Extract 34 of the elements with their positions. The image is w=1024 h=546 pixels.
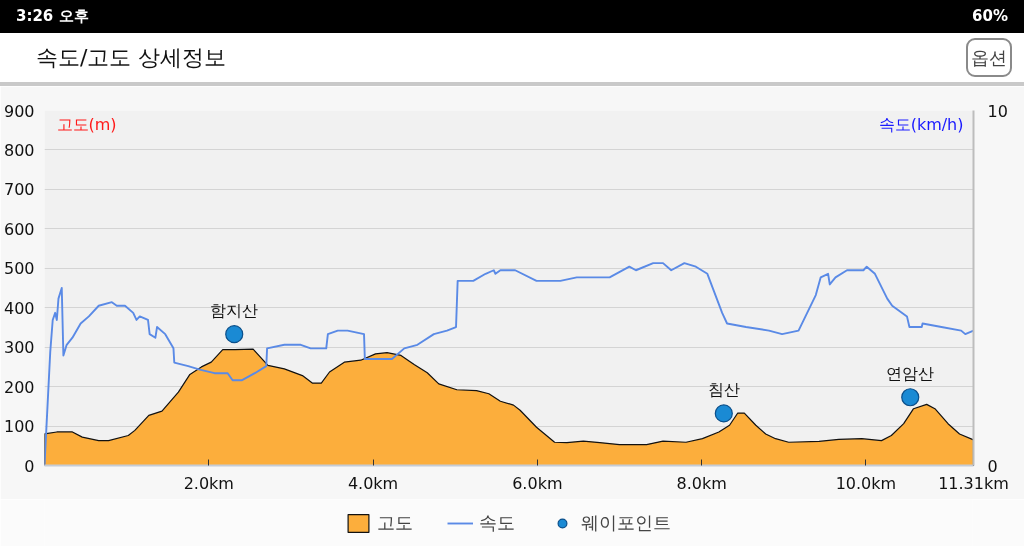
- legend-label: 속도: [479, 510, 515, 535]
- x-tick-label: 8.0km: [676, 473, 727, 493]
- chart-title: 속도/고도 상세정보: [36, 43, 227, 72]
- y-tick-label: 500: [3, 259, 35, 279]
- legend-label: 웨이포인트: [581, 510, 671, 535]
- annotation: 침산: [707, 380, 740, 400]
- point: [225, 325, 244, 344]
- text: 옵션: [966, 37, 1012, 78]
- point: [901, 388, 920, 407]
- y-tick-label: 300: [3, 338, 35, 358]
- x-tick-label: 10.0km: [835, 473, 897, 493]
- y2-tick-label: 10: [987, 101, 1008, 121]
- annotation: 함지산: [210, 301, 259, 321]
- y-tick-label: 400: [3, 298, 35, 318]
- y-tick-label: 800: [3, 140, 35, 160]
- line-series: [44, 262, 974, 466]
- y2-axis-title: 속도(km/h): [878, 114, 964, 134]
- text: 3:26 오후: [16, 5, 89, 27]
- annotation: 연암산: [886, 364, 935, 384]
- x-tick-label: 6.0km: [512, 473, 563, 493]
- y2-tick-label: 0: [987, 456, 998, 476]
- y-tick-label: 900: [3, 101, 35, 121]
- y-tick-label: 200: [3, 377, 35, 397]
- x-tick-label: 4.0km: [347, 473, 399, 493]
- point: [714, 404, 733, 423]
- y-tick-label: 0: [24, 456, 35, 476]
- text: 60%: [972, 5, 1008, 27]
- legend-label: 고도: [377, 510, 413, 535]
- y-tick-label: 600: [3, 219, 35, 239]
- y-axis-title: 고도(m): [56, 114, 117, 134]
- y-tick-label: 700: [3, 180, 35, 200]
- x-tick-label: 2.0km: [183, 473, 234, 493]
- x-tick-label: 11.31km: [938, 473, 1009, 493]
- y-tick-label: 100: [3, 417, 35, 437]
